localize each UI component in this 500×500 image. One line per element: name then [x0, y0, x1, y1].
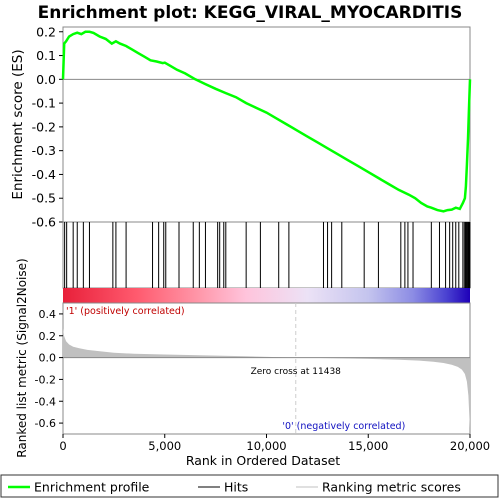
legend-label: Hits — [224, 480, 248, 495]
es-y-tick-label: -0.2 — [32, 119, 56, 134]
es-y-tick-label: -0.4 — [32, 167, 56, 182]
es-y-tick-label: -0.1 — [32, 96, 56, 111]
metric-y-tick-label: 0.0 — [39, 352, 57, 365]
es-y-axis: 0.2 0.1 0.0 -0.1 -0.2 -0.3 -0.4 -0.5 -0.6 — [32, 24, 63, 230]
metric-y-tick-label: -0.6 — [35, 417, 56, 430]
legend-entries: Enrichment profile Hits Ranking metric sco… — [8, 480, 461, 495]
legend-label: Enrichment profile — [34, 480, 150, 495]
x-axis-label: Rank in Ordered Dataset — [186, 453, 340, 468]
es-y-tick-label: 0.0 — [36, 72, 56, 87]
es-panel-frame — [62, 26, 471, 223]
x-axis: 0 5,000 10,000 15,000 20,000 — [59, 434, 490, 453]
metric-y-tick-label: -0.2 — [35, 373, 56, 386]
metric-y-axis-label: Ranked list metric (Signal2Noise) — [15, 258, 29, 457]
hits-panel-frame — [62, 221, 471, 289]
legend-frame — [0, 474, 499, 498]
x-tick-label: 10,000 — [246, 439, 286, 453]
es-y-axis-label: Enrichment score (ES) — [10, 49, 26, 199]
metric-y-axis: 0.4 0.2 0.0 -0.2 -0.4 -0.6 — [35, 308, 63, 430]
positive-correlation-label: '1' (positively correlated) — [66, 306, 185, 317]
hit-marks — [64, 222, 471, 288]
metric-y-tick-label: -0.4 — [35, 395, 56, 408]
es-y-tick-label: 0.2 — [36, 24, 56, 39]
enrichment-score-panel: 0.2 0.1 0.0 -0.1 -0.2 -0.3 -0.4 -0.5 -0.6 Enrich… — [10, 24, 472, 230]
metric-panel-frame — [62, 302, 471, 435]
x-tick-label: 15,000 — [348, 439, 388, 453]
enrichment-profile-line — [61, 30, 472, 213]
x-tick-label: 0 — [59, 439, 66, 453]
x-tick-label: 20,000 — [450, 439, 490, 453]
hits-panel — [62, 221, 471, 289]
es-y-tick-label: -0.6 — [32, 215, 56, 230]
es-y-tick-label: -0.5 — [32, 191, 56, 206]
x-tick-label: 5,000 — [148, 439, 181, 453]
negative-correlation-label: '0' (negatively correlated) — [282, 421, 405, 432]
ranking-gradient-bar — [63, 288, 470, 303]
metric-y-tick-label: 0.2 — [39, 330, 57, 343]
metric-y-tick-label: 0.4 — [39, 308, 57, 321]
chart-title: Enrichment plot: KEGG_VIRAL_MYOCARDITIS — [38, 3, 463, 23]
ranked-metric-panel: '1' (positively correlated) Zero cross a… — [15, 258, 471, 458]
legend-label: Ranking metric scores — [322, 480, 461, 495]
es-y-tick-label: -0.3 — [32, 143, 56, 158]
zero-cross-label: Zero cross at 11438 — [251, 367, 342, 377]
legend: Enrichment profile Hits Ranking metric sco… — [0, 474, 499, 498]
es-y-tick-label: 0.1 — [36, 48, 56, 63]
